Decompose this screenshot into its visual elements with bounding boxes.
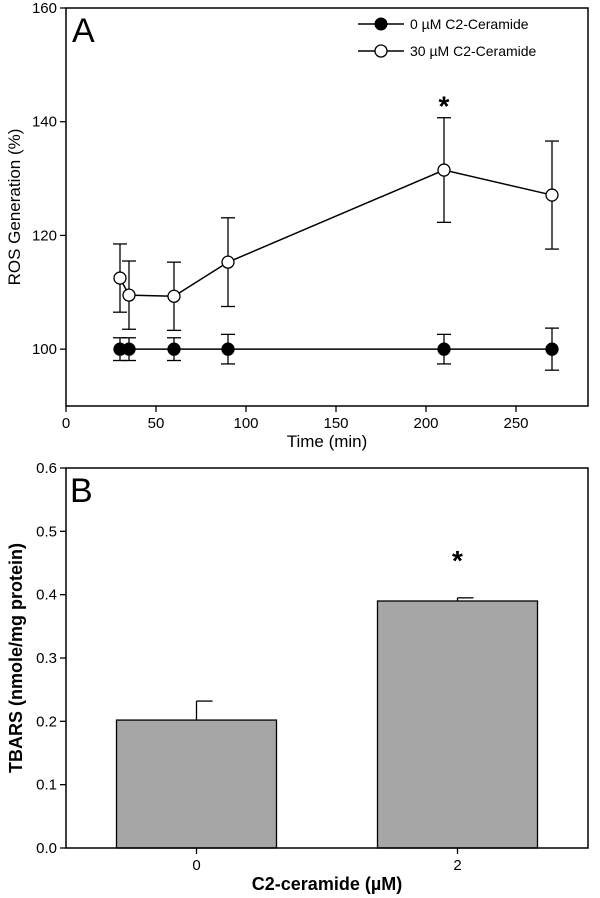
data-point-filled bbox=[545, 342, 559, 356]
panel-a: A 100 120 140 160 0 50 100 150 200 250 Time (min… bbox=[5, 0, 589, 451]
data-point-filled bbox=[221, 342, 235, 356]
data-point-open bbox=[122, 288, 136, 302]
legend-label-1: 30 µM C2-Ceramide bbox=[410, 43, 537, 59]
panel-a-x-ticks: 0 50 100 150 200 250 bbox=[62, 406, 529, 432]
y-tick-label: 0.4 bbox=[36, 587, 57, 604]
panel-b-x-axis-label: C2-ceramide (µM) bbox=[252, 874, 402, 894]
bar-2 bbox=[376, 600, 539, 849]
data-point-filled bbox=[122, 342, 136, 356]
y-tick-label: 0.3 bbox=[36, 650, 57, 667]
data-point-open bbox=[113, 271, 127, 285]
legend-marker-open bbox=[374, 44, 388, 58]
y-tick-label: 100 bbox=[32, 341, 57, 358]
y-tick-label: 0.6 bbox=[36, 460, 57, 477]
series-line-1 bbox=[119, 169, 553, 298]
data-point-open bbox=[437, 163, 451, 177]
data-point-open bbox=[545, 188, 559, 202]
panel-a-series bbox=[113, 117, 559, 371]
data-point-open bbox=[221, 255, 235, 269]
y-tick-label: 160 bbox=[32, 0, 57, 17]
data-point-filled bbox=[167, 342, 181, 356]
panel-b-label: B bbox=[70, 472, 93, 510]
panel-b-bars bbox=[115, 597, 539, 849]
data-point-open bbox=[167, 289, 181, 303]
panel-a-significance-star: * bbox=[439, 91, 450, 122]
x-tick-label: 250 bbox=[503, 415, 528, 432]
panel-a-y-ticks: 100 120 140 160 bbox=[32, 0, 66, 358]
panel-b-y-axis-label: TBARS (nmole/mg protein) bbox=[6, 543, 26, 773]
y-tick-label: 120 bbox=[32, 227, 57, 244]
y-tick-label: 140 bbox=[32, 114, 57, 131]
y-tick-label: 0.2 bbox=[36, 713, 57, 730]
x-tick-label: 100 bbox=[233, 415, 258, 432]
x-tick-label: 200 bbox=[413, 415, 438, 432]
x-tick-label: 0 bbox=[192, 857, 200, 874]
panel-a-legend: 0 µM C2-Ceramide 30 µM C2-Ceramide bbox=[358, 16, 537, 59]
x-tick-label: 2 bbox=[453, 857, 461, 874]
x-tick-label: 150 bbox=[323, 415, 348, 432]
panel-b-y-ticks: 0.0 0.1 0.2 0.3 0.4 0.5 0.6 bbox=[36, 460, 66, 857]
data-point-filled bbox=[437, 342, 451, 356]
panel-a-plot-frame bbox=[65, 7, 589, 407]
panel-a-y-axis-label: ROS Generation (%) bbox=[5, 129, 24, 286]
bar-0 bbox=[115, 719, 278, 849]
y-tick-label: 0.5 bbox=[36, 523, 57, 540]
panel-b-significance-star: * bbox=[452, 545, 463, 576]
y-tick-label: 0.0 bbox=[36, 840, 57, 857]
legend-marker-filled bbox=[374, 17, 388, 31]
panel-a-label: A bbox=[72, 12, 95, 50]
legend-label-0: 0 µM C2-Ceramide bbox=[410, 16, 529, 32]
x-tick-label: 0 bbox=[62, 415, 70, 432]
x-tick-label: 50 bbox=[148, 415, 165, 432]
panel-a-x-axis-label: Time (min) bbox=[287, 432, 368, 451]
y-tick-label: 0.1 bbox=[36, 777, 57, 794]
